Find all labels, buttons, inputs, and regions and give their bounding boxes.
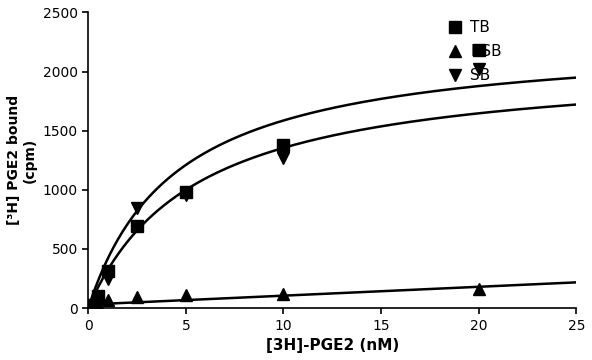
- NSB: [475, 287, 482, 291]
- SB: [280, 156, 287, 160]
- NSB: [95, 302, 102, 307]
- TB: [95, 294, 102, 298]
- NSB: [86, 305, 94, 309]
- SB: [475, 67, 482, 71]
- TB: [104, 269, 111, 274]
- SB: [104, 277, 111, 281]
- TB: [475, 48, 482, 53]
- NSB: [104, 298, 111, 302]
- Legend: TB, NSB, SB: TB, NSB, SB: [448, 20, 502, 84]
- Line: NSB: NSB: [85, 283, 484, 312]
- Line: SB: SB: [92, 64, 484, 305]
- TB: [134, 224, 141, 229]
- NSB: [134, 295, 141, 300]
- SB: [182, 192, 189, 197]
- Y-axis label: [³H] PGE2 bound
(cpm): [³H] PGE2 bound (cpm): [7, 95, 37, 225]
- TB: [86, 302, 94, 307]
- SB: [95, 298, 102, 302]
- NSB: [182, 293, 189, 297]
- X-axis label: [3H]-PGE2 (nM): [3H]-PGE2 (nM): [266, 338, 399, 353]
- TB: [280, 143, 287, 147]
- SB: [134, 206, 141, 210]
- TB: [182, 190, 189, 194]
- Line: TB: TB: [85, 45, 484, 310]
- NSB: [280, 292, 287, 296]
